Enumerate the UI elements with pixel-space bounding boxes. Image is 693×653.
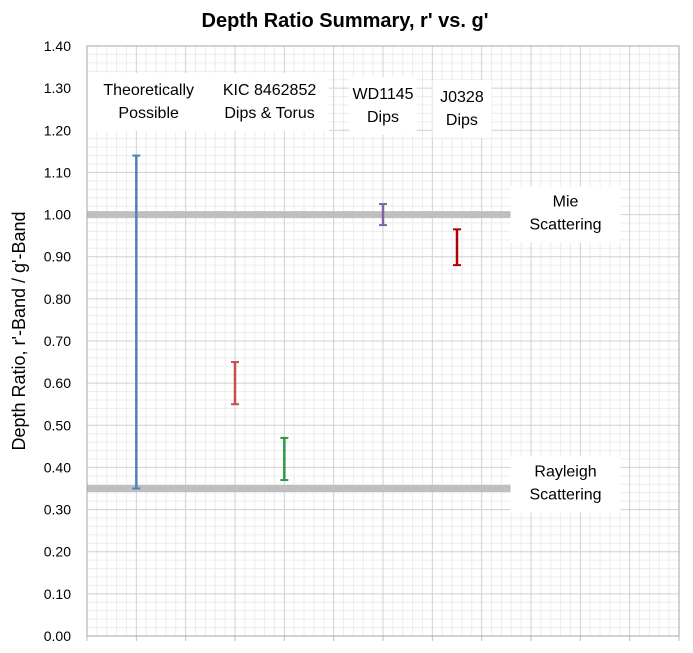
reference-label-box [510,186,621,243]
series-label: Dips [446,112,478,129]
series-label: Theoretically [103,82,194,99]
y-tick-label: 0.50 [44,417,71,433]
y-tick-label: 0.70 [44,333,71,349]
y-tick-label: 0.60 [44,375,71,391]
y-tick-label: 0.30 [44,502,71,518]
reference-label: Rayleigh [534,464,596,481]
y-tick-label: 0.90 [44,249,71,265]
y-tick-label: 0.20 [44,544,71,560]
reference-label: Scattering [530,487,602,504]
error-bars [132,154,461,490]
y-tick-label: 0.80 [44,291,71,307]
series-label-box [209,73,330,131]
series-label: J0328 [440,89,484,106]
y-tick-label: 0.00 [44,628,71,644]
y-tick-label: 0.40 [44,459,71,475]
y-tick-label: 1.10 [44,164,71,180]
reference-label-box [510,456,621,513]
reference-lines [87,211,527,492]
series-label: WD1145 [352,86,413,103]
y-tick-label: 1.00 [44,207,71,223]
series-label-box [432,80,492,138]
y-axis-label: Depth Ratio, r'-Band / g'-Band [9,211,29,450]
plot-border [86,45,680,637]
series-label: Possible [118,105,179,122]
reference-label: Scattering [530,217,602,234]
y-tick-label: 1.20 [44,122,71,138]
y-tick-label: 1.30 [44,80,71,96]
series-label: KIC 8462852 [223,82,317,99]
chart-title: Depth Ratio Summary, r' vs. g' [202,10,489,32]
y-tick-label: 0.10 [44,586,71,602]
series-label-box [84,73,213,131]
series-label: Dips & Torus [224,105,314,122]
y-tick-label: 1.40 [44,38,71,54]
x-tick-marks [86,636,680,641]
series-label-box [349,77,417,135]
y-tick-labels: 0.00 0.10 0.20 0.30 0.40 0.50 0.60 0.70 0.80 0.90… [44,38,71,644]
reference-label: Mie [553,194,579,211]
series-label: Dips [367,109,399,126]
annotation-labels: Mie Scattering Rayleigh Scattering Theoretic… [84,73,621,513]
